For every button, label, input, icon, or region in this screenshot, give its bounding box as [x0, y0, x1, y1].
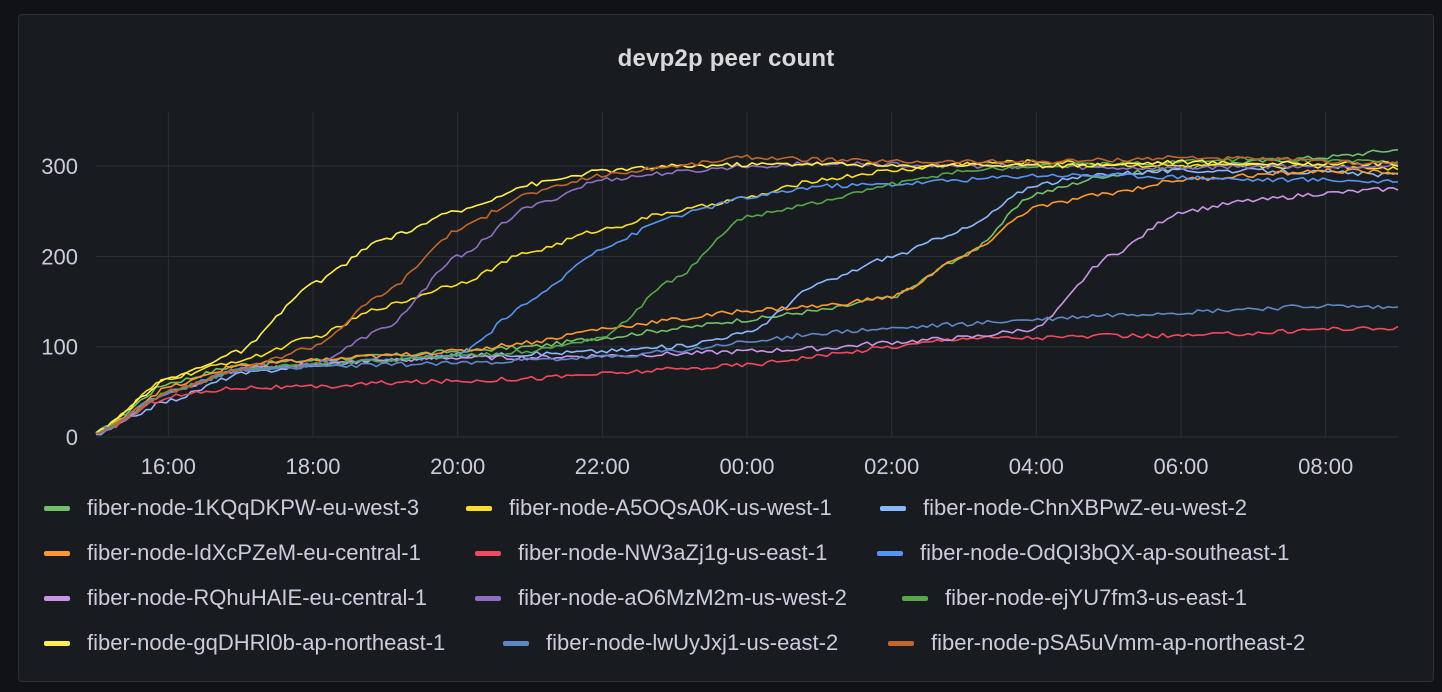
chart-panel: devp2p peer count	[18, 14, 1434, 682]
legend-swatch	[44, 550, 70, 556]
y-tick-label: 300	[41, 154, 78, 179]
legend-label: fiber-node-ChnXBPwZ-eu-west-2	[923, 495, 1248, 520]
series-line-fiber-node-IdXcPZeM-eu-central-1	[95, 167, 1399, 436]
legend-item[interactable]: fiber-node-ejYU7fm3-us-east-1	[902, 583, 1247, 613]
legend-label: fiber-node-lwUyJxj1-us-east-2	[546, 630, 839, 655]
x-tick-label: 02:00	[864, 454, 919, 479]
legend-swatch	[888, 640, 914, 646]
legend-label: fiber-node-1KQqDKPW-eu-west-3	[87, 495, 420, 520]
x-tick-label: 00:00	[719, 454, 774, 479]
legend-label: fiber-node-RQhuHAIE-eu-central-1	[87, 585, 427, 610]
legend-swatch	[44, 640, 70, 646]
series-line-fiber-node-NW3aZj1g-us-east-1	[95, 325, 1399, 435]
y-tick-label: 200	[41, 244, 78, 269]
legend-label: fiber-node-A5OQsA0K-us-west-1	[509, 495, 832, 520]
legend-label: fiber-node-aO6MzM2m-us-west-2	[518, 585, 847, 610]
legend-item[interactable]: fiber-node-A5OQsA0K-us-west-1	[466, 493, 832, 523]
legend-item[interactable]: fiber-node-IdXcPZeM-eu-central-1	[44, 538, 421, 568]
legend-swatch	[880, 505, 906, 511]
legend-item[interactable]: fiber-node-1KQqDKPW-eu-west-3	[44, 493, 419, 523]
legend-swatch	[902, 595, 928, 601]
legend-item[interactable]: fiber-node-lwUyJxj1-us-east-2	[503, 628, 838, 658]
legend-swatch	[466, 505, 492, 511]
x-tick-label: 06:00	[1153, 454, 1208, 479]
legend-item[interactable]: fiber-node-gqDHRl0b-ap-northeast-1	[44, 628, 445, 658]
legend-item[interactable]: fiber-node-ChnXBPwZ-eu-west-2	[880, 493, 1247, 523]
legend-label: fiber-node-OdQI3bQX-ap-southeast-1	[920, 540, 1290, 565]
legend-label: fiber-node-gqDHRl0b-ap-northeast-1	[87, 630, 446, 655]
legend-item[interactable]: fiber-node-RQhuHAIE-eu-central-1	[44, 583, 427, 613]
series-line-fiber-node-gqDHRl0b-ap-northeast-1	[95, 159, 1399, 435]
legend-swatch	[503, 640, 529, 646]
series-line-fiber-node-A5OQsA0K-us-west-1	[95, 159, 1399, 434]
legend-label: fiber-node-IdXcPZeM-eu-central-1	[87, 540, 421, 565]
x-tick-label: 18:00	[285, 454, 340, 479]
legend-item[interactable]: fiber-node-NW3aZj1g-us-east-1	[475, 538, 827, 568]
legend-swatch	[877, 550, 903, 556]
legend-swatch	[475, 595, 501, 601]
x-tick-label: 22:00	[575, 454, 630, 479]
legend-swatch	[44, 595, 70, 601]
legend-label: fiber-node-pSA5uVmm-ap-northeast-2	[931, 630, 1306, 655]
y-tick-label: 100	[41, 335, 78, 360]
series-line-fiber-node-ejYU7fm3-us-east-1	[95, 156, 1399, 435]
y-tick-label: 0	[66, 425, 78, 450]
series-line-fiber-node-pSA5uVmm-ap-northeast-2	[95, 154, 1399, 435]
legend-item[interactable]: fiber-node-pSA5uVmm-ap-northeast-2	[888, 628, 1305, 658]
x-tick-label: 08:00	[1298, 454, 1353, 479]
legend-swatch	[44, 505, 70, 511]
legend-item[interactable]: fiber-node-aO6MzM2m-us-west-2	[475, 583, 847, 613]
legend-swatch	[475, 550, 501, 556]
x-tick-label: 16:00	[141, 454, 196, 479]
series-line-fiber-node-lwUyJxj1-us-east-2	[96, 303, 1399, 435]
legend-label: fiber-node-ejYU7fm3-us-east-1	[945, 585, 1248, 610]
legend-item[interactable]: fiber-node-OdQI3bQX-ap-southeast-1	[877, 538, 1289, 568]
legend-label: fiber-node-NW3aZj1g-us-east-1	[518, 540, 828, 565]
x-tick-label: 04:00	[1009, 454, 1064, 479]
panel-title: devp2p peer count	[617, 45, 835, 72]
x-tick-label: 20:00	[430, 454, 485, 479]
